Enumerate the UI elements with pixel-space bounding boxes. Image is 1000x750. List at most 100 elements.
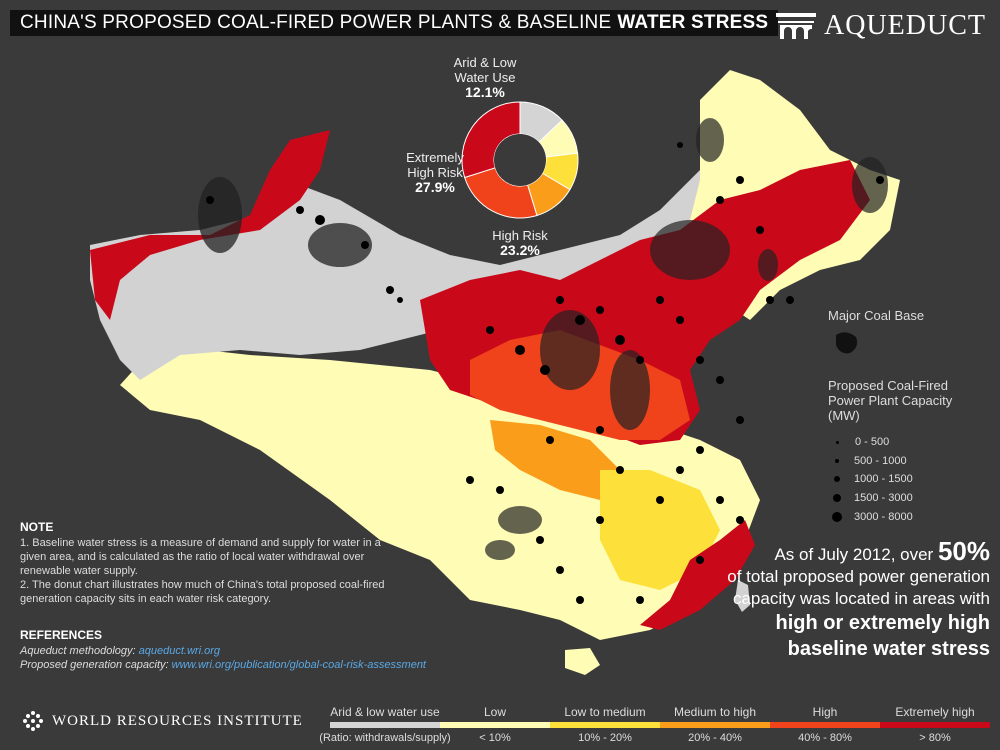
capacity-size-row: 500 - 1000 <box>830 455 907 467</box>
plant-dot <box>656 296 664 304</box>
coal-base <box>852 157 888 213</box>
plant-dot <box>716 376 724 384</box>
size-label: 1000 - 1500 <box>854 473 913 485</box>
scale-range: > 80% <box>919 732 951 744</box>
title-bold: WATER STRESS <box>617 12 769 33</box>
plant-dot <box>515 345 525 355</box>
scale-swatch <box>330 722 440 728</box>
wri-name: WORLD RESOURCES INSTITUTE <box>52 712 303 729</box>
callout-line: capacity was located in areas with <box>732 589 990 608</box>
plant-dot <box>596 516 604 524</box>
wri-logo-icon <box>23 711 43 731</box>
callout-line: As of July 2012, over 50% <box>720 538 990 566</box>
capacity-title: Proposed Coal-Fired <box>828 378 948 393</box>
coal-base <box>540 310 600 390</box>
scale-range: 40% - 80% <box>798 732 852 744</box>
power-plant-dots <box>206 142 884 604</box>
note-item: 2. The donut chart illustrates how much … <box>20 579 385 605</box>
reference-label: Proposed generation capacity: <box>20 659 169 671</box>
scale-label: Extremely high <box>895 705 975 719</box>
label-line: Arid & Low <box>453 55 517 70</box>
coal-base-swatch-icon <box>836 332 858 354</box>
callout-text: As of July 2012, over <box>774 545 934 564</box>
plant-dot <box>361 241 369 249</box>
plant-dot <box>736 416 744 424</box>
size-dot <box>835 459 839 463</box>
brand-name: AQUEDUCT <box>824 10 986 41</box>
plant-dot <box>716 496 724 504</box>
scale-swatch <box>880 722 990 728</box>
plant-dot <box>596 306 604 314</box>
capacity-size-row: 3000 - 8000 <box>830 511 913 523</box>
plant-dot <box>540 365 550 375</box>
note-heading: NOTE <box>20 520 54 534</box>
callout-line-strong: high or extremely high <box>775 612 990 634</box>
arid-region <box>90 90 790 380</box>
scale-label: Medium to high <box>673 705 757 719</box>
reference-capacity: Proposed generation capacity: www.wri.or… <box>20 658 440 672</box>
note-section: NOTE 1. Baseline water stress is a measu… <box>20 520 400 606</box>
scale-swatch <box>550 722 660 728</box>
donut-label-arid: Arid & Low Water Use 12.1% <box>440 55 530 100</box>
ratio-label: (Ratio: withdrawals/supply) <box>319 732 451 744</box>
plant-dot <box>206 196 214 204</box>
plant-dot <box>576 596 584 604</box>
scale-swatch <box>770 722 880 728</box>
size-label: 0 - 500 <box>855 436 890 448</box>
plant-dot <box>466 476 474 484</box>
capacity-legend: Proposed Coal-Fired Power Plant Capacity… <box>828 378 952 423</box>
callout-line-strong: baseline water stress <box>787 638 990 660</box>
donut-hole <box>494 134 546 186</box>
scale-label: Low to medium <box>564 705 646 719</box>
plant-dot <box>677 142 683 148</box>
medium-stress-patch <box>490 420 620 500</box>
plant-dot <box>397 297 403 303</box>
page-title: CHINA'S PROPOSED COAL-FIRED POWER PLANTS… <box>10 10 779 36</box>
aqueduct-link[interactable]: aqueduct.wri.org <box>138 645 220 657</box>
scale-label: Low <box>483 705 506 719</box>
coal-base <box>758 249 778 281</box>
scale-swatch <box>440 722 550 728</box>
note-item: 1. Baseline water stress is a measure of… <box>20 537 381 577</box>
coal-base-label: Major Coal Base <box>828 308 925 323</box>
coal-base <box>485 540 515 560</box>
plant-dot <box>676 466 684 474</box>
plant-dot <box>876 176 884 184</box>
plant-dot <box>296 206 304 214</box>
coast-red <box>640 520 755 630</box>
scale-range: < 10% <box>479 732 511 744</box>
capacity-size-row: 1000 - 1500 <box>830 473 913 485</box>
plant-dot <box>386 286 394 294</box>
plant-dot <box>636 356 644 364</box>
capacity-size-row: 0 - 500 <box>830 436 889 448</box>
label-pct: 23.2% <box>500 242 540 258</box>
label-pct: 12.1% <box>465 84 505 100</box>
plant-dot <box>315 215 325 225</box>
label-pct: 27.9% <box>415 179 455 195</box>
plant-dot <box>736 176 744 184</box>
plant-dot <box>696 446 704 454</box>
plant-dot <box>556 296 564 304</box>
plant-dot <box>546 436 554 444</box>
capacity-link[interactable]: www.wri.org/publication/global-coal-risk… <box>171 659 426 671</box>
hainan <box>565 648 600 675</box>
wri-footer: WORLD RESOURCES INSTITUTE <box>22 710 303 732</box>
plant-dot <box>696 556 704 564</box>
donut-chart <box>461 101 579 219</box>
plant-dot <box>656 496 664 504</box>
plant-dot <box>556 566 564 574</box>
title-main: CHINA'S PROPOSED COAL-FIRED POWER PLANTS… <box>20 12 612 33</box>
plant-dot <box>696 356 704 364</box>
coal-base <box>696 118 724 162</box>
donut-label-extreme: Extremely High Risk 27.9% <box>400 150 470 195</box>
callout-pct: 50% <box>937 536 990 566</box>
plant-dot <box>496 486 504 494</box>
scale-swatch <box>660 722 770 728</box>
coal-base <box>650 220 730 280</box>
plant-dot <box>736 516 744 524</box>
donut-label-high: High Risk 23.2% <box>480 228 560 258</box>
taiwan <box>735 580 750 612</box>
scale-label: Arid & low water use <box>330 705 440 719</box>
key-finding-callout: As of July 2012, over 50% of total propo… <box>720 538 990 662</box>
